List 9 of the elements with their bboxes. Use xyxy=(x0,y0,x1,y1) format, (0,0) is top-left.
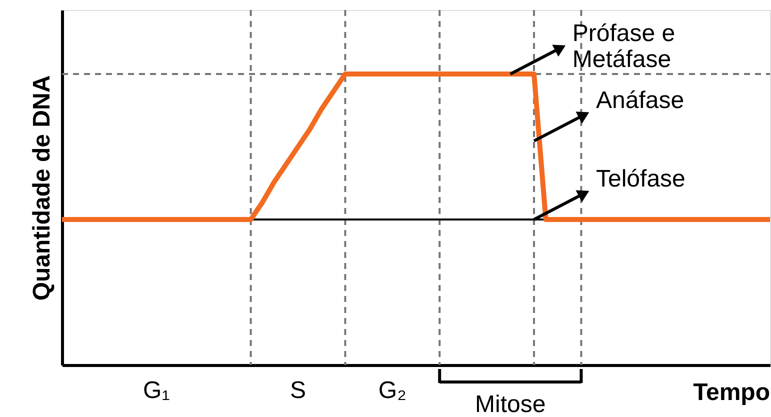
annotation: Telófase xyxy=(596,166,686,193)
text: Mitose xyxy=(475,391,546,417)
text: G₂ xyxy=(378,377,406,404)
text: S xyxy=(290,377,306,404)
text: G₁ xyxy=(143,377,170,404)
x-axis-title: Tempo xyxy=(693,379,770,406)
text: Prófase e Metáfase xyxy=(572,20,676,74)
annotation: Anáfase xyxy=(596,86,684,114)
y-axis-title: Quantidade de DNA xyxy=(28,75,56,301)
